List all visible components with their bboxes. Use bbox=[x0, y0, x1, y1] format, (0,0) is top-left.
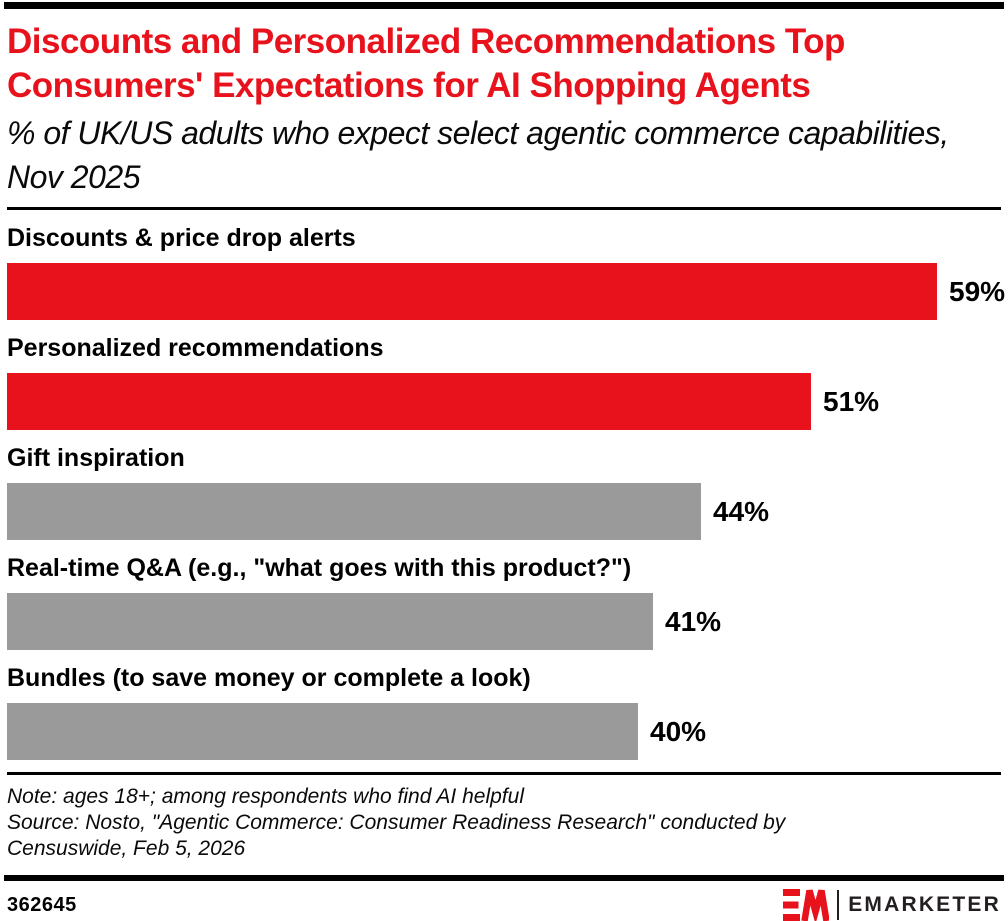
bar-track: 44% bbox=[7, 483, 1001, 540]
bar-track: 40% bbox=[7, 703, 1001, 760]
bar-row: Discounts & price drop alerts 59% bbox=[7, 210, 1005, 320]
bar-track: 59% bbox=[7, 263, 1005, 320]
bar bbox=[7, 703, 638, 760]
bar-category-label: Real-time Q&A (e.g., "what goes with thi… bbox=[7, 554, 632, 582]
bar-category-label: Personalized recommendations bbox=[7, 334, 384, 362]
header-divider bbox=[7, 207, 1001, 210]
bar bbox=[7, 593, 653, 650]
bar-row: Gift inspiration 44% bbox=[7, 430, 1001, 540]
bottom-rule bbox=[4, 875, 1004, 881]
bar-value-label: 41% bbox=[665, 605, 722, 637]
bar-track: 51% bbox=[7, 373, 1001, 430]
bar-chart: Discounts & price drop alerts 59% Personal… bbox=[7, 210, 1005, 760]
logo-divider bbox=[837, 890, 840, 920]
footnote-source: Source: Nosto, "Agentic Commerce: Consum… bbox=[7, 811, 786, 860]
footer-bar: 362645 EMARKETER bbox=[7, 889, 1001, 921]
bar-value-label: 44% bbox=[713, 495, 770, 527]
brand-wordmark: EMARKETER bbox=[848, 893, 1001, 916]
footnote-block: Note: ages 18+; among respondents who fi… bbox=[7, 784, 797, 862]
bar bbox=[7, 483, 701, 540]
top-rule bbox=[4, 2, 1004, 9]
bar-category-label: Discounts & price drop alerts bbox=[7, 224, 356, 252]
bar-value-label: 40% bbox=[650, 715, 707, 747]
bar-category-label: Bundles (to save money or complete a loo… bbox=[7, 664, 531, 692]
bar bbox=[7, 373, 811, 430]
bar-track: 41% bbox=[7, 593, 1001, 650]
bar bbox=[7, 263, 937, 320]
emarketer-logo: EMARKETER bbox=[783, 889, 1001, 921]
bar-row: Bundles (to save money or complete a loo… bbox=[7, 650, 1001, 760]
footer-divider bbox=[7, 772, 1001, 775]
bar-value-label: 59% bbox=[949, 275, 1006, 307]
page-title: Discounts and Personalized Recommendatio… bbox=[7, 22, 845, 105]
footnote-note: Note: ages 18+; among respondents who fi… bbox=[7, 785, 524, 808]
bar-category-label: Gift inspiration bbox=[7, 444, 185, 472]
chart-id: 362645 bbox=[7, 893, 77, 916]
page-subtitle: % of UK/US adults who expect select agen… bbox=[7, 115, 949, 195]
bar-row: Real-time Q&A (e.g., "what goes with thi… bbox=[7, 540, 1001, 650]
em-logo-icon bbox=[783, 889, 830, 921]
bar-row: Personalized recommendations 51% bbox=[7, 320, 1001, 430]
bar-value-label: 51% bbox=[823, 385, 880, 417]
